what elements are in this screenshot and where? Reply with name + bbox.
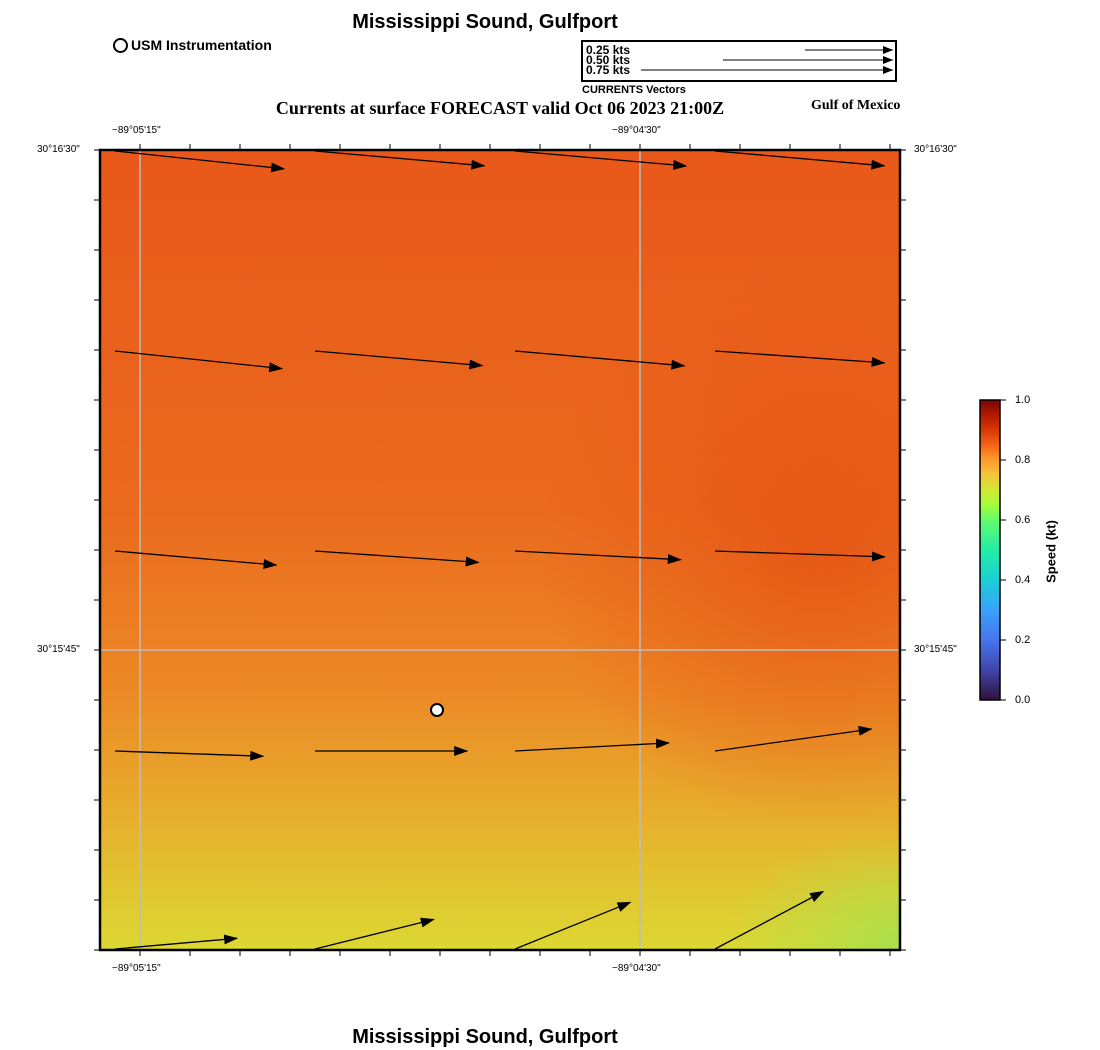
station-marker-icon xyxy=(113,37,128,53)
lon-label-top-2: −89°04'30" xyxy=(612,125,661,136)
lon-label-bottom-1: −89°05'15" xyxy=(112,963,161,974)
colorbar xyxy=(979,399,1001,701)
current-vector-arrow xyxy=(514,350,686,370)
forecast-subtitle: Currents at surface FORECAST valid Oct 0… xyxy=(275,98,725,118)
lat-label-right-2: 30°15'45" xyxy=(914,644,957,655)
current-vector-arrow xyxy=(714,725,873,752)
lon-label-top-1: −89°05'15" xyxy=(112,125,161,136)
usm-legend-label: USM Instrumentation xyxy=(131,37,272,53)
current-vector-arrow xyxy=(314,150,486,170)
current-vector-arrow xyxy=(114,934,239,950)
vector-scale-label-3: 0.75 kts xyxy=(586,63,631,77)
vector-scale-arrows xyxy=(641,46,893,74)
current-vector-arrow xyxy=(514,738,670,752)
colorbar-label: 0.2 xyxy=(1015,634,1031,646)
graticule xyxy=(100,150,900,950)
frame-ticks xyxy=(94,144,906,956)
lat-label-left-2: 30°15'45" xyxy=(37,644,80,655)
current-vector-arrow xyxy=(114,750,265,761)
current-vector-arrow xyxy=(314,550,480,567)
speed-field-low-zone xyxy=(600,750,900,950)
colorbar-label: 0.4 xyxy=(1015,574,1031,586)
current-vector-arrow xyxy=(114,350,284,373)
colorbar-label: 0.8 xyxy=(1015,454,1031,466)
footer-title: Mississippi Sound, Gulfport xyxy=(352,1026,618,1048)
usm-legend: USM Instrumentation xyxy=(113,37,272,53)
current-vector-arrow xyxy=(514,150,688,170)
colorbar-label: 0.0 xyxy=(1015,694,1031,706)
current-vector-arrow xyxy=(714,350,886,367)
current-vectors xyxy=(114,150,886,950)
colorbar-label: 1.0 xyxy=(1015,394,1031,406)
current-vector-arrow xyxy=(514,550,682,565)
current-vector-arrow xyxy=(314,350,484,370)
lat-label-right-1: 30°16'30" xyxy=(914,144,957,155)
current-vector-arrow xyxy=(714,150,886,170)
vector-caption: CURRENTS Vectors xyxy=(582,84,686,96)
region-label: Gulf of Mexico xyxy=(811,98,901,113)
lat-label-left-1: 30°16'30" xyxy=(37,144,80,155)
map-title: Mississippi Sound, Gulfport xyxy=(352,11,618,33)
usm-station-marker[interactable] xyxy=(430,703,444,717)
lon-label-bottom-2: −89°04'30" xyxy=(612,963,661,974)
colorbar-ticks xyxy=(1000,399,1006,701)
vector-scale-label-2: 0.50 kts xyxy=(586,53,631,67)
current-vector-arrow xyxy=(314,917,435,950)
colorbar-title: Speed (kt) xyxy=(1043,520,1059,583)
current-vector-arrow xyxy=(514,901,632,950)
vector-scale-key: 0.25 kts 0.50 kts 0.75 kts xyxy=(581,40,897,82)
current-vector-arrow xyxy=(714,890,825,950)
current-vector-arrow xyxy=(714,550,886,562)
current-vector-arrow xyxy=(114,550,278,569)
colorbar-label: 0.6 xyxy=(1015,514,1031,526)
vector-scale-label-1: 0.25 kts xyxy=(586,43,631,57)
current-vector-arrow xyxy=(114,150,286,173)
